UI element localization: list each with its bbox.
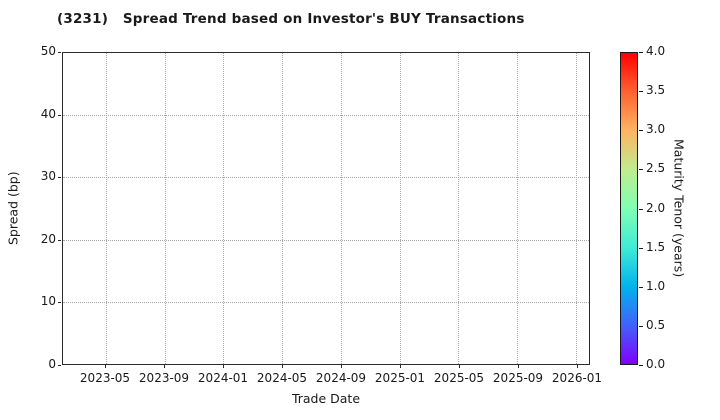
colorbar-tick-mark <box>639 169 643 170</box>
colorbar-tick-mark <box>639 52 643 53</box>
x-gridline <box>400 53 401 364</box>
y-tick-mark <box>58 365 61 366</box>
colorbar-tick-mark <box>639 248 643 249</box>
y-tick-label: 30 <box>40 169 56 183</box>
y-tick-mark <box>58 52 61 53</box>
colorbar-tick-mark <box>639 287 643 288</box>
y-gridline <box>63 177 589 178</box>
colorbar-tick-mark <box>639 209 643 210</box>
x-axis-label: Trade Date <box>291 391 361 406</box>
y-tick-label: 0 <box>48 357 56 371</box>
colorbar-tick-label: 1.0 <box>646 279 666 293</box>
x-tick-mark <box>164 365 165 368</box>
x-gridline <box>106 53 107 364</box>
x-gridline <box>458 53 459 364</box>
y-tick-label: 40 <box>40 107 56 121</box>
x-tick-mark <box>105 365 106 368</box>
x-gridline <box>576 53 577 364</box>
x-tick-mark <box>459 365 460 368</box>
x-tick-label: 2025-09 <box>492 371 544 385</box>
y-gridline <box>63 115 589 116</box>
y-tick-label: 50 <box>40 44 56 58</box>
colorbar-tick-mark <box>639 91 643 92</box>
colorbar-label: Maturity Tenor (years) <box>671 139 687 278</box>
colorbar-tick-label: 4.0 <box>646 44 666 58</box>
colorbar-tick-mark <box>639 130 643 131</box>
colorbar <box>620 52 638 365</box>
y-tick-mark <box>58 302 61 303</box>
x-gridline <box>282 53 283 364</box>
x-tick-mark <box>223 365 224 368</box>
colorbar-tick-label: 0.5 <box>646 318 666 332</box>
colorbar-tick-label: 2.0 <box>646 201 666 215</box>
colorbar-tick-label: 3.0 <box>646 122 666 136</box>
y-tick-label: 20 <box>40 232 56 246</box>
x-tick-mark <box>282 365 283 368</box>
x-tick-label: 2025-05 <box>433 371 485 385</box>
colorbar-tick-mark <box>639 326 643 327</box>
x-tick-label: 2025-01 <box>374 371 426 385</box>
plot-area <box>62 52 590 365</box>
colorbar-tick-label: 3.5 <box>646 83 666 97</box>
y-gridline <box>63 302 589 303</box>
x-gridline <box>223 53 224 364</box>
colorbar-tick-label: 0.0 <box>646 357 666 371</box>
x-tick-mark <box>518 365 519 368</box>
y-axis-label: Spread (bp) <box>5 171 21 246</box>
y-tick-label: 10 <box>40 294 56 308</box>
chart-title: (3231) Spread Trend based on Investor's … <box>57 11 525 27</box>
y-tick-mark <box>58 240 61 241</box>
x-tick-mark <box>400 365 401 368</box>
colorbar-tick-mark <box>639 365 643 366</box>
y-tick-mark <box>58 115 61 116</box>
x-tick-label: 2024-09 <box>315 371 367 385</box>
x-tick-label: 2024-05 <box>256 371 308 385</box>
colorbar-tick-label: 2.5 <box>646 161 666 175</box>
x-tick-label: 2024-01 <box>197 371 249 385</box>
x-tick-label: 2026-01 <box>551 371 603 385</box>
y-tick-mark <box>58 177 61 178</box>
x-gridline <box>517 53 518 364</box>
x-gridline <box>341 53 342 364</box>
x-tick-mark <box>341 365 342 368</box>
x-tick-label: 2023-05 <box>79 371 131 385</box>
x-gridline <box>165 53 166 364</box>
y-gridline <box>63 240 589 241</box>
colorbar-tick-label: 1.5 <box>646 240 666 254</box>
x-tick-label: 2023-09 <box>138 371 190 385</box>
x-tick-mark <box>577 365 578 368</box>
